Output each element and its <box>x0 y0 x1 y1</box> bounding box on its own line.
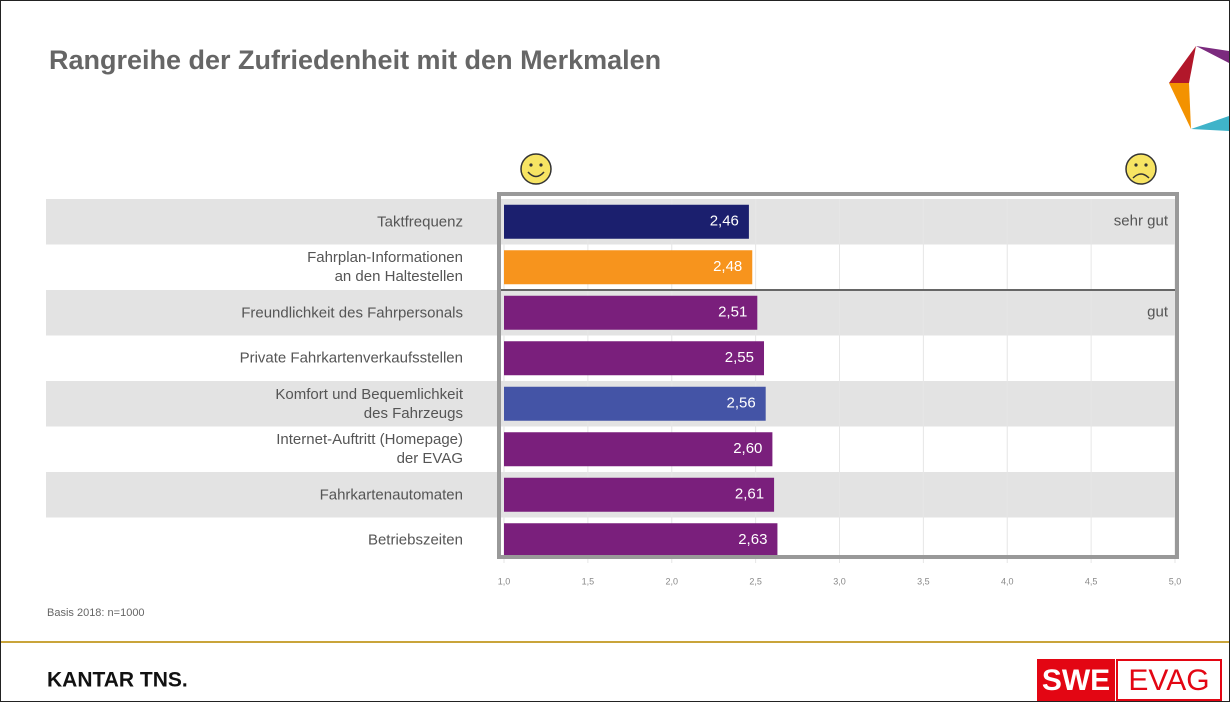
category-label: Fahrplan-Informationen an den Haltestell… <box>307 249 463 286</box>
category-label: Betriebszeiten <box>367 531 463 549</box>
category-label: Taktfrequenz <box>377 213 463 231</box>
x-tick-label: 1,0 <box>498 576 511 586</box>
bar <box>504 341 765 376</box>
value-label: 2,51 <box>718 304 747 321</box>
swe-box <box>1037 659 1115 701</box>
chart-title: Rangreihe der Zufriedenheit mit den Merk… <box>49 45 661 75</box>
x-tick-label: 5,0 <box>1169 576 1182 586</box>
swe-logo: SWE <box>1042 664 1110 697</box>
bar <box>504 523 778 558</box>
bar <box>504 386 766 421</box>
logo-star <box>1169 46 1229 131</box>
x-tick-label: 4,0 <box>1001 576 1014 586</box>
bar <box>504 204 749 239</box>
value-label: 2,60 <box>733 440 762 457</box>
smiley-happy <box>520 153 552 185</box>
kantar-logo: KANTAR TNS. <box>47 669 188 692</box>
category-label: Internet-Auftritt (Homepage) der EVAG <box>276 431 463 468</box>
value-label: 2,63 <box>738 531 767 548</box>
value-label: 2,56 <box>726 395 755 412</box>
annotation: sehr gut <box>1114 213 1169 230</box>
x-tick-label: 3,5 <box>917 576 930 586</box>
category-label: Komfort und Bequemlichkeit des Fahrzeugs <box>275 385 463 422</box>
x-tick-label: 3,0 <box>833 576 846 586</box>
plot-frame <box>497 192 1179 559</box>
value-label: 2,61 <box>735 486 764 503</box>
x-tick-label: 2,0 <box>665 576 678 586</box>
value-label: 2,55 <box>725 349 754 366</box>
value-label: 2,46 <box>710 213 739 230</box>
footnote: Basis 2018: n=1000 <box>47 607 145 619</box>
x-tick-label: 2,5 <box>749 576 762 586</box>
category-label: Fahrkartenautomaten <box>319 486 463 504</box>
x-tick-label: 4,5 <box>1085 576 1098 586</box>
bar <box>504 250 753 285</box>
category-label: Freundlichkeit des Fahrpersonals <box>241 304 463 322</box>
bar <box>504 477 775 512</box>
bar <box>504 432 773 467</box>
category-label: Private Fahrkartenverkaufsstellen <box>239 349 463 367</box>
evag-logo: EVAG <box>1128 664 1209 697</box>
bar <box>504 295 758 330</box>
annotation: gut <box>1147 304 1169 321</box>
smiley-sad <box>1125 153 1157 185</box>
x-tick-label: 1,5 <box>582 576 595 586</box>
evag-box <box>1116 659 1222 701</box>
value-label: 2,48 <box>713 258 742 275</box>
